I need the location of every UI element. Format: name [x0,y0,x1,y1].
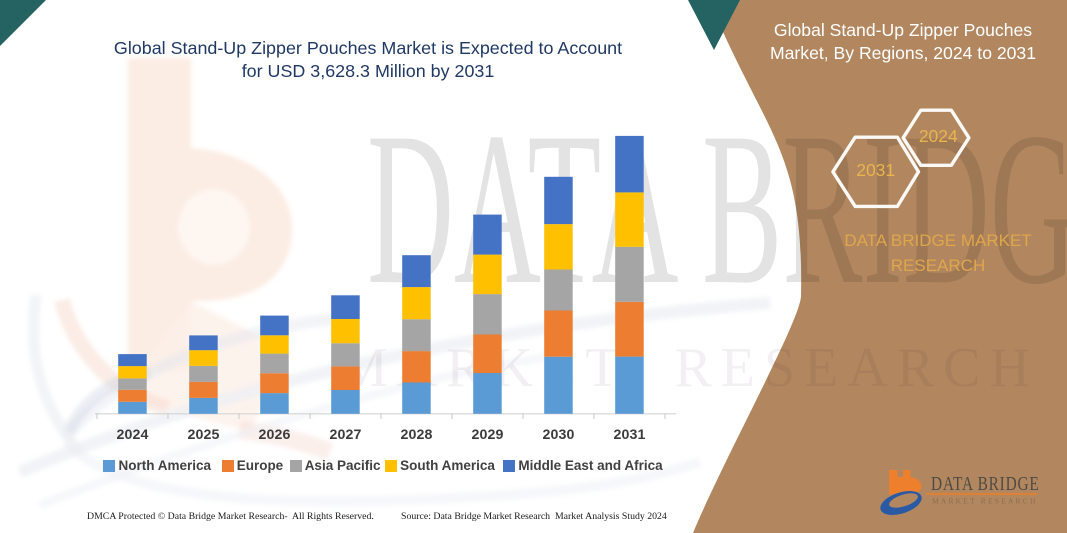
svg-text:DATA BRIDGE: DATA BRIDGE [931,472,1040,494]
svg-text:2031: 2031 [856,160,895,180]
svg-text:2024: 2024 [919,126,958,146]
svg-text:MARKET RESEARCH: MARKET RESEARCH [932,497,1038,506]
